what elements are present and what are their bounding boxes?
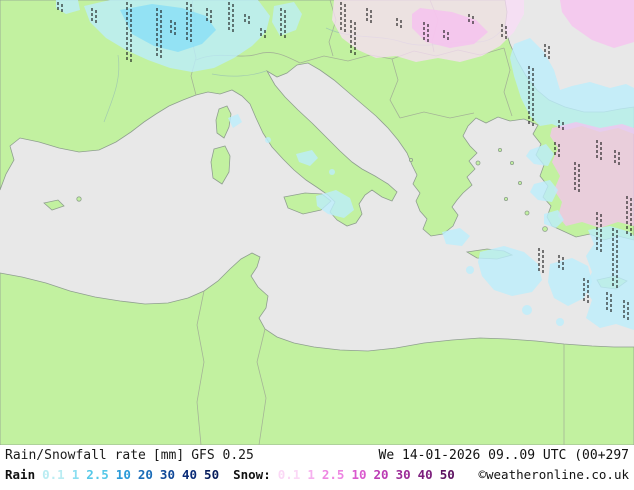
legend-value: 30 (395, 467, 411, 482)
rain-spot-2 (522, 305, 532, 315)
legend-value: 40 (417, 467, 433, 482)
valid-datetime: We 14-01-2026 09..09 UTC (00+297 (378, 448, 629, 463)
rain-area-alps-core (120, 4, 216, 52)
legend-value: 20 (373, 467, 389, 482)
rain-area-corsica-east (228, 114, 242, 128)
snow-area-anatolia (550, 122, 634, 228)
rain-area-aegean-coast-1 (526, 144, 554, 166)
legend-value: 50 (204, 467, 220, 482)
legend-value: 2.5 (86, 467, 109, 482)
precipitation-layer (56, 0, 634, 330)
legend-value: 0.1 (277, 467, 301, 482)
snow-area-ukraine (560, 0, 634, 48)
island-euboea (475, 160, 481, 166)
legend-block: Rain 0.1 1 2.5 10 20 30 40 50 Snow: 0.1 1 2.5 10 20 30 4… (5, 467, 469, 482)
rain-area-tyrrhenian (296, 150, 318, 166)
island-mallorca (43, 199, 65, 211)
snow-area-carpathians-core (412, 8, 488, 48)
rain-spot-4 (265, 137, 271, 143)
legend-value: 2.5 (321, 467, 345, 482)
rain-area-levant-3 (548, 258, 592, 306)
rain-spot-1 (466, 266, 474, 274)
legend-value: 30 (159, 467, 175, 482)
legend-value: 10 (115, 467, 131, 482)
caption-line-2: Rain 0.1 1 2.5 10 20 30 40 50 Snow: 0.1 1 2.5 10 20 30 4… (0, 467, 634, 482)
rain-legend-label: Rain (5, 467, 36, 482)
legend-value: 0.1 (42, 467, 65, 482)
rain-area-se-corner (584, 226, 634, 330)
snow-legend-label: Snow: (233, 467, 271, 482)
weather-map (0, 0, 634, 445)
unit-label: [mm] (152, 448, 185, 463)
rain-area-calabria (316, 190, 354, 218)
border-bulgaria-turkey (503, 47, 513, 117)
product-title: Rain/Snowfall rate (5, 448, 146, 463)
caption-bar: Rain/Snowfall rate [mm] GFS 0.25 We 14-01-… (0, 445, 634, 490)
island-sardinia (210, 145, 231, 185)
island-corsica (215, 105, 232, 139)
product-block: Rain/Snowfall rate [mm] GFS 0.25 (5, 448, 261, 463)
island-aegean-2 (509, 160, 514, 165)
island-corfu (408, 157, 413, 162)
legend-value: 20 (137, 467, 153, 482)
rain-area-levant-1 (442, 228, 470, 246)
border-algeria-tunisia (196, 290, 205, 445)
island-rhodes (542, 226, 548, 232)
snowfall-symbols (57, 2, 632, 320)
copyright: ©weatheronline.co.uk (478, 467, 629, 482)
island-menorca (76, 196, 82, 202)
border-serbia (389, 58, 401, 119)
legend-value: 10 (351, 467, 367, 482)
legend-value: 50 (439, 467, 455, 482)
island-aegean-4 (503, 196, 508, 201)
caption-line-1: Rain/Snowfall rate [mm] GFS 0.25 We 14-01-… (0, 448, 634, 463)
snow-legend-values: 0.1 1 2.5 10 20 30 40 50 (278, 467, 462, 482)
rain-area-aegean-coast-3 (544, 210, 564, 228)
border-tunisia-libya (256, 328, 267, 445)
rain-area-tyrol (272, 2, 302, 36)
border-greece-north (399, 111, 475, 119)
rain-spot-5 (329, 169, 335, 175)
rain-legend-values: 0.1 1 2.5 10 20 30 40 50 (42, 467, 226, 482)
river-po (211, 70, 267, 77)
island-aegean-1 (497, 147, 502, 152)
rain-area-blacksea (510, 38, 634, 134)
river-rhone (103, 54, 120, 123)
model-label: GFS 0.25 (191, 448, 254, 463)
island-aegean-3 (518, 180, 523, 185)
map-canvas (0, 0, 634, 445)
rain-area-aegean-coast-2 (530, 180, 558, 202)
legend-value: 1 (71, 467, 80, 482)
rain-spot-3 (556, 318, 564, 326)
legend-value: 1 (307, 467, 315, 482)
island-aegean-5 (524, 210, 530, 216)
legend-value: 40 (181, 467, 198, 482)
land-africa (0, 252, 634, 445)
rain-area-levant-2 (478, 246, 542, 296)
